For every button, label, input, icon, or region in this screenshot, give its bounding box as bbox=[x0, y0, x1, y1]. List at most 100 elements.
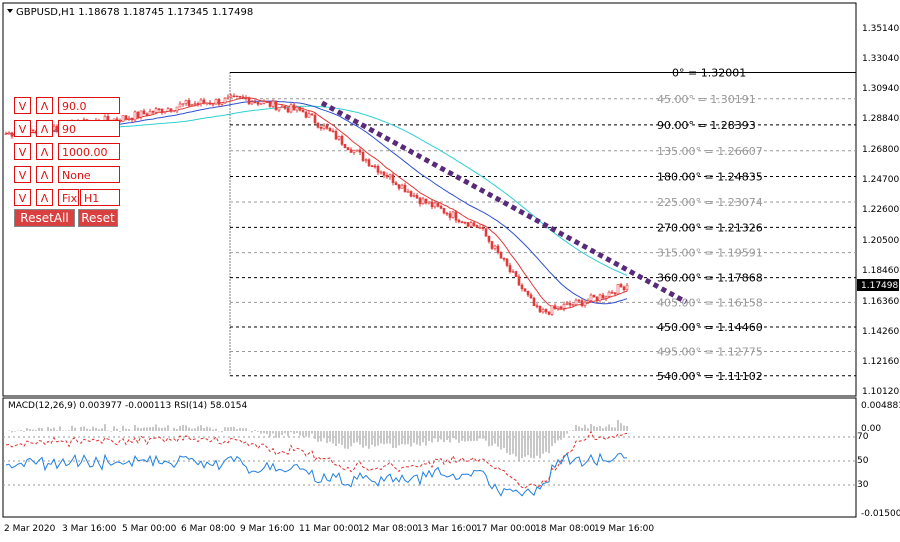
candle-body bbox=[550, 305, 554, 315]
row4-up-button[interactable]: Λ bbox=[36, 166, 53, 183]
candle-body bbox=[562, 304, 566, 309]
candle-body bbox=[565, 303, 569, 305]
fan-level-label: 540.00° = 1.11102 bbox=[657, 370, 763, 383]
scale-input[interactable]: 1000.00 bbox=[58, 143, 120, 160]
reset-all-button[interactable]: ResetAll bbox=[14, 209, 75, 227]
price-tick: 1.24700 bbox=[862, 175, 899, 185]
macd-tick: 0.004881 bbox=[861, 401, 900, 411]
candle-body bbox=[220, 102, 224, 105]
reset-button[interactable]: Reset bbox=[78, 209, 118, 227]
candle-body bbox=[397, 184, 401, 189]
row5-down-button[interactable]: V bbox=[14, 189, 31, 206]
candle-body bbox=[508, 265, 512, 272]
candle-body bbox=[571, 304, 575, 306]
row3-up-button[interactable]: Λ bbox=[36, 143, 53, 160]
candle-body bbox=[349, 149, 353, 153]
collapse-arrow-icon[interactable] bbox=[7, 9, 13, 13]
candle-body bbox=[214, 99, 218, 105]
rsi-level-label: 50 bbox=[857, 456, 869, 466]
time-label: 6 Mar 08:00 bbox=[181, 524, 236, 534]
candle-body bbox=[388, 174, 392, 178]
row2-down-button[interactable]: V bbox=[14, 120, 31, 137]
candle-body bbox=[226, 96, 230, 99]
candle-body bbox=[472, 222, 476, 226]
candle-body bbox=[523, 288, 527, 292]
candle-body bbox=[385, 174, 389, 178]
candle-body bbox=[202, 99, 206, 104]
candle-body bbox=[178, 103, 182, 108]
candle-body bbox=[433, 202, 437, 208]
candle-body bbox=[487, 235, 491, 242]
candle-body bbox=[211, 103, 215, 106]
candle-body bbox=[133, 111, 137, 121]
candle-body bbox=[340, 135, 344, 145]
candle-body bbox=[304, 111, 308, 118]
candle-body bbox=[244, 97, 248, 99]
candle-body bbox=[580, 300, 584, 306]
rsi-level-label: 70 bbox=[857, 432, 869, 442]
indicator-title: MACD(12,26,9) 0.003977 -0.000113 RSI(14)… bbox=[8, 401, 248, 411]
candle-body bbox=[295, 106, 299, 111]
candle-body bbox=[448, 213, 452, 218]
candle-body bbox=[622, 286, 626, 290]
current-price: 1.17498 bbox=[861, 281, 898, 291]
candle-body bbox=[223, 97, 227, 104]
candle-body bbox=[538, 305, 542, 313]
time-label: 18 Mar 08:00 bbox=[535, 524, 595, 534]
candle-body bbox=[406, 191, 410, 193]
row1-down-button[interactable]: V bbox=[14, 97, 31, 114]
candle-body bbox=[352, 149, 356, 153]
row4-down-button[interactable]: V bbox=[14, 166, 31, 183]
candle-body bbox=[370, 165, 374, 168]
row1-up-button[interactable]: Λ bbox=[36, 97, 53, 114]
row5-up-button[interactable]: Λ bbox=[36, 189, 53, 206]
candle-body bbox=[382, 171, 386, 176]
candle-body bbox=[520, 284, 524, 290]
trend-line bbox=[320, 100, 688, 305]
candle-body bbox=[544, 309, 548, 313]
candle-body bbox=[436, 202, 440, 207]
candle-body bbox=[574, 299, 578, 305]
price-tick: 1.20500 bbox=[862, 236, 899, 246]
symbol-header: GBPUSD,H1 1.18678 1.18745 1.17345 1.1749… bbox=[16, 7, 253, 18]
fan-level-label: 0° = 1.32001 bbox=[672, 67, 746, 80]
candle-body bbox=[532, 297, 536, 307]
macd-signal-line bbox=[5, 430, 628, 489]
indicator-panel bbox=[2, 397, 857, 518]
candle-body bbox=[121, 115, 125, 122]
fan-level-label: 180.00° = 1.24835 bbox=[657, 171, 763, 184]
step-input[interactable]: 90 bbox=[58, 120, 120, 137]
fan-level-label: 495.00° = 1.12775 bbox=[657, 345, 763, 358]
mode-select[interactable]: None bbox=[58, 166, 120, 183]
candle-body bbox=[394, 182, 398, 186]
candle-body bbox=[559, 306, 563, 309]
candle-body bbox=[535, 305, 539, 308]
candle-body bbox=[265, 101, 269, 103]
timeframe-select[interactable]: H1 bbox=[80, 189, 120, 206]
candle-body bbox=[253, 101, 257, 104]
candle-body bbox=[475, 225, 479, 228]
candle-body bbox=[283, 106, 287, 109]
row3-down-button[interactable]: V bbox=[14, 143, 31, 160]
fix-toggle[interactable]: Fix bbox=[58, 189, 79, 206]
fan-level-label: 225.00° = 1.23074 bbox=[657, 196, 763, 209]
candle-body bbox=[268, 101, 272, 107]
candle-body bbox=[493, 245, 497, 249]
price-tick: 1.16360 bbox=[862, 297, 899, 307]
candle-body bbox=[184, 100, 188, 104]
angle-input[interactable]: 90.0 bbox=[58, 97, 120, 114]
price-tick: 1.18460 bbox=[862, 266, 899, 276]
time-label: 3 Mar 16:00 bbox=[62, 524, 117, 534]
candle-body bbox=[367, 159, 371, 167]
candle-body bbox=[262, 101, 266, 104]
candle-body bbox=[256, 102, 260, 105]
row2-up-button[interactable]: Λ bbox=[36, 120, 53, 137]
candle-body bbox=[337, 135, 341, 140]
candle-body bbox=[325, 125, 329, 129]
candle-body bbox=[154, 108, 158, 113]
candle-body bbox=[511, 271, 515, 273]
candle-body bbox=[136, 111, 140, 118]
fan-level-label: 135.00° = 1.26607 bbox=[657, 145, 763, 158]
candle-body bbox=[232, 95, 236, 98]
